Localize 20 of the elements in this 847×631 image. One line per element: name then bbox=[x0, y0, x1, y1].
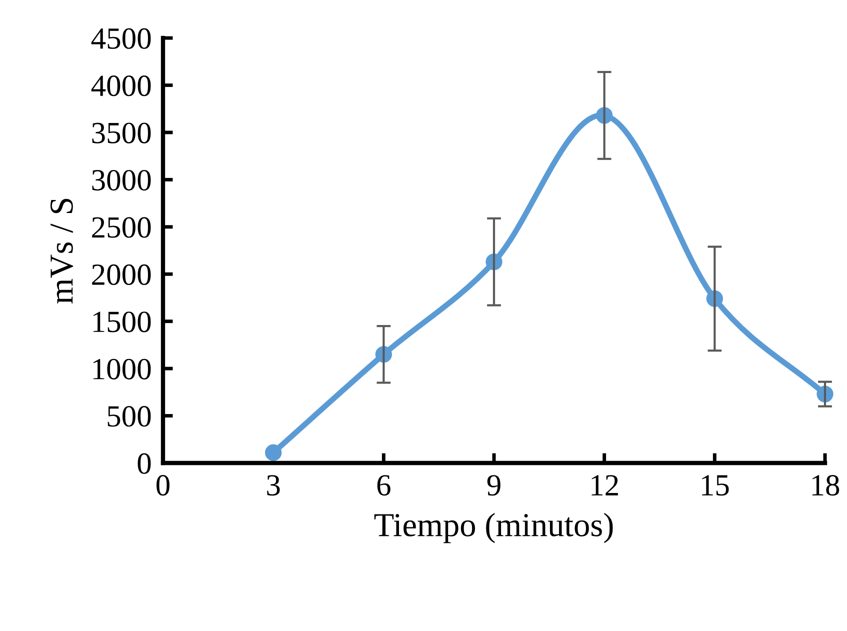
y-tick-label: 500 bbox=[108, 406, 151, 427]
y-tick-label: 3500 bbox=[92, 122, 151, 144]
x-tick-label: 12 bbox=[592, 475, 618, 496]
x-tick-label: 15 bbox=[702, 475, 729, 496]
x-tick-label: 6 bbox=[377, 475, 390, 496]
x-tick-label: 3 bbox=[267, 475, 280, 496]
y-tick-label: 2500 bbox=[92, 217, 151, 238]
x-axis-title: Tiempo (minutos) bbox=[374, 512, 613, 544]
y-tick-label: 2000 bbox=[92, 264, 151, 286]
y-tick-label: 4500 bbox=[91, 28, 151, 49]
y-tick-label: 1500 bbox=[93, 312, 151, 332]
y-tick-label: 4000 bbox=[91, 76, 151, 96]
x-tick-label: 18 bbox=[812, 474, 840, 496]
y-axis-title: mVs / S bbox=[50, 198, 74, 304]
x-tick-label: 9 bbox=[487, 475, 500, 496]
y-tick-label: 3000 bbox=[92, 170, 151, 191]
x-tick-label: 0 bbox=[156, 474, 170, 496]
y-tick-label: 0 bbox=[138, 453, 151, 474]
point bbox=[265, 444, 282, 461]
y-tick-label: 1000 bbox=[93, 358, 151, 380]
